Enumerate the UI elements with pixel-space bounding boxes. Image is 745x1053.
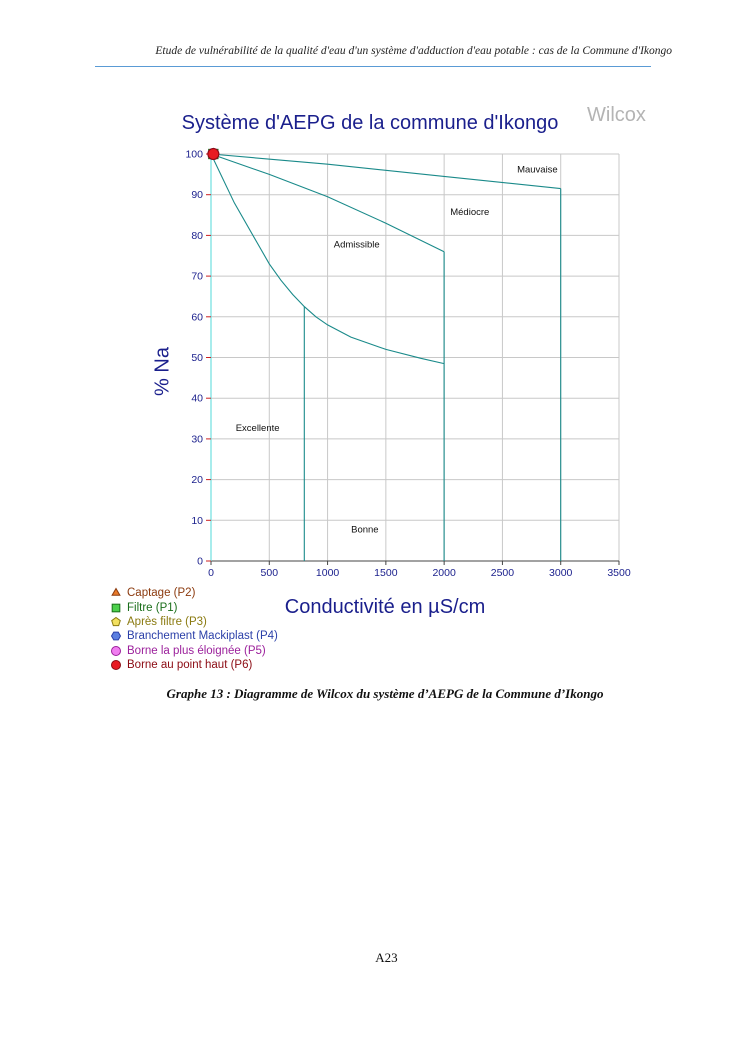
triangle-marker-icon bbox=[111, 587, 121, 596]
circle-marker-icon bbox=[111, 660, 121, 671]
figure-caption: Graphe 13 : Diagramme de Wilcox du systè… bbox=[166, 686, 604, 701]
legend-item: Filtre (P1) bbox=[110, 600, 278, 614]
y-tick-label: 90 bbox=[191, 189, 203, 201]
legend-item: Branchement Mackiplast (P4) bbox=[110, 629, 278, 643]
y-tick-label: 30 bbox=[191, 433, 203, 445]
pentagon-marker-icon bbox=[111, 616, 121, 627]
hexagon-marker-icon bbox=[110, 631, 122, 641]
legend-label: Branchement Mackiplast (P4) bbox=[127, 630, 278, 643]
legend-marker bbox=[111, 616, 121, 627]
x-tick-label: 2000 bbox=[432, 567, 456, 579]
square-marker-icon bbox=[111, 603, 121, 612]
header-rule bbox=[95, 66, 651, 67]
class-label: Bonne bbox=[351, 525, 378, 536]
y-tick-label: 0 bbox=[197, 556, 203, 568]
legend-label: Captage (P2) bbox=[127, 587, 196, 600]
y-tick-label: 50 bbox=[191, 352, 203, 364]
class-label: Excellente bbox=[236, 423, 280, 434]
x-tick-label: 3500 bbox=[607, 567, 631, 579]
x-tick-label: 3000 bbox=[549, 567, 573, 579]
chart-title: Système d'AEPG de la commune d'Ikongo bbox=[181, 112, 559, 134]
legend-marker bbox=[111, 587, 121, 596]
y-tick-label: 100 bbox=[185, 149, 203, 161]
data-point bbox=[207, 148, 220, 160]
legend-label: Filtre (P1) bbox=[127, 601, 178, 614]
page-header: Etude de vulnérabilité de la qualité d'e… bbox=[155, 45, 672, 57]
circle-marker-icon bbox=[111, 645, 121, 656]
x-tick-label: 1500 bbox=[374, 567, 398, 579]
class-label: Médiocre bbox=[450, 207, 489, 218]
legend-label: Borne au point haut (P6) bbox=[127, 659, 253, 672]
legend-marker bbox=[111, 645, 121, 656]
x-tick-label: 0 bbox=[208, 567, 214, 579]
legend-item: Borne au point haut (P6) bbox=[110, 658, 278, 672]
legend-marker bbox=[111, 603, 121, 612]
x-tick-label: 2500 bbox=[491, 567, 515, 579]
chart-legend: Captage (P2) Filtre (P1) Après filtre (P3)… bbox=[110, 586, 278, 672]
class-label: Admissible bbox=[334, 240, 380, 251]
legend-marker bbox=[111, 660, 121, 671]
x-tick-label: 1000 bbox=[316, 567, 340, 579]
legend-label: Borne la plus éloignée (P5) bbox=[127, 644, 266, 657]
class-label: Mauvaise bbox=[517, 164, 558, 175]
legend-marker bbox=[110, 631, 122, 641]
legend-label: Après filtre (P3) bbox=[127, 615, 207, 628]
y-tick-label: 40 bbox=[191, 393, 203, 405]
y-tick-label: 10 bbox=[191, 515, 203, 527]
y-tick-label: 60 bbox=[191, 311, 203, 323]
diagram-label: Wilcox bbox=[587, 104, 646, 126]
legend-item: Après filtre (P3) bbox=[110, 615, 278, 629]
legend-item: Captage (P2) bbox=[110, 586, 278, 600]
class-boundary bbox=[210, 153, 561, 190]
page-number: A23 bbox=[375, 950, 398, 965]
y-tick-label: 20 bbox=[191, 474, 203, 486]
x-axis-label: Conductivité en µS/cm bbox=[284, 596, 486, 618]
legend-item: Borne la plus éloignée (P5) bbox=[110, 644, 278, 658]
y-tick-label: 70 bbox=[191, 271, 203, 283]
y-tick-label: 80 bbox=[191, 230, 203, 242]
class-boundary bbox=[210, 153, 445, 253]
x-tick-label: 500 bbox=[261, 567, 279, 579]
